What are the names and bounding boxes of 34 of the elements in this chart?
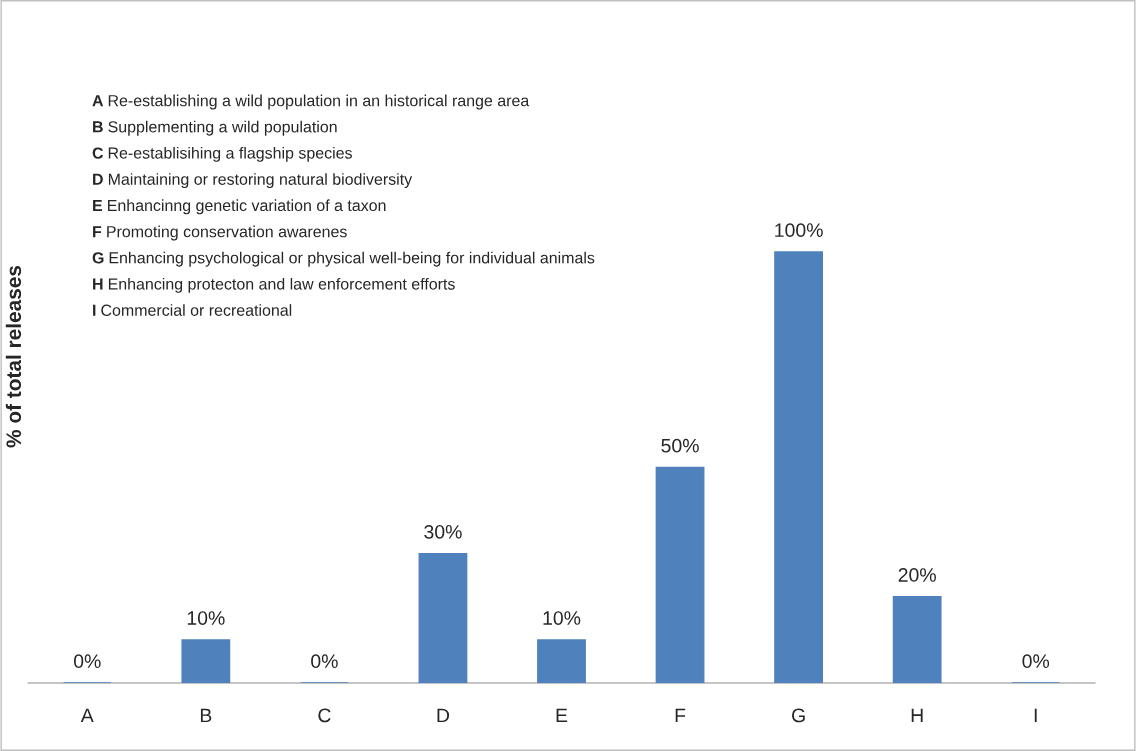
bar <box>181 639 231 683</box>
y-axis-title: % of total releases <box>5 265 22 448</box>
annotation: I Commercial or recreational <box>93 304 292 316</box>
x-tick-label: G <box>792 708 805 723</box>
bar <box>892 596 942 683</box>
data-label: 0% <box>1022 654 1050 669</box>
x-tick-label: F <box>675 708 686 723</box>
annotation: G Enhancing psychological or physical well-being for individual animals <box>92 251 595 267</box>
text: C Re-establisihing a flagship species <box>92 146 352 162</box>
data-label: 100% <box>775 223 823 238</box>
x-tick-label: I <box>1034 708 1037 723</box>
text: A Re-establishing a wild population in an historical range area <box>92 94 530 110</box>
x-tick-label: H <box>911 708 923 723</box>
text: D Maintaining or restoring natural biodiversity <box>93 173 413 189</box>
data-label: 20% <box>898 568 936 582</box>
data-label: 0% <box>73 654 101 669</box>
data-label: 30% <box>424 524 462 539</box>
text: E Enhancinng genetic variation of a taxon <box>93 199 386 215</box>
annotation: H Enhancing protecton and law enforcement efforts <box>93 277 455 293</box>
bar <box>418 552 468 683</box>
x-tick-label: C <box>318 708 331 723</box>
x-tick-label: A <box>80 708 94 723</box>
data-label: 0% <box>311 654 338 669</box>
x-tick-label: B <box>200 708 212 723</box>
text: F Promoting conservation awarenes <box>93 225 347 241</box>
bar <box>774 251 824 683</box>
data-label: 50% <box>661 438 699 453</box>
text: B Supplementing a wild population <box>93 120 337 136</box>
bar <box>537 639 586 683</box>
data-label: 10% <box>543 611 581 625</box>
data-label: 10% <box>187 611 225 625</box>
x-tick-label: E <box>556 708 568 723</box>
bar <box>655 466 705 683</box>
x-tick-label: D <box>437 708 450 723</box>
